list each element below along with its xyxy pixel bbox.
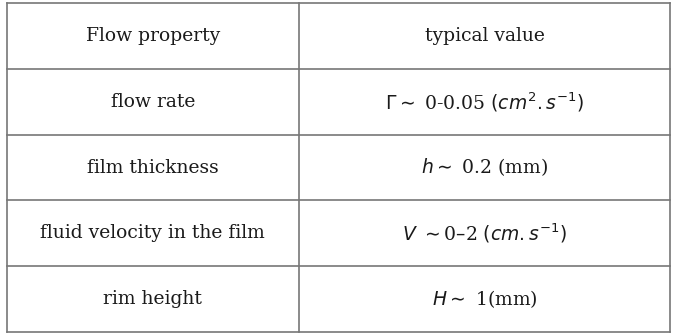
Text: fluid velocity in the film: fluid velocity in the film — [41, 224, 265, 242]
Text: typical value: typical value — [424, 27, 544, 45]
Text: film thickness: film thickness — [87, 158, 219, 177]
Text: Flow property: Flow property — [85, 27, 220, 45]
Text: flow rate: flow rate — [110, 93, 195, 111]
Text: $V$ $\sim$0–2 $(cm.s^{-1})$: $V$ $\sim$0–2 $(cm.s^{-1})$ — [402, 221, 567, 245]
Text: $\Gamma \sim$ 0-0.05 $(cm^2.s^{-1})$: $\Gamma \sim$ 0-0.05 $(cm^2.s^{-1})$ — [385, 90, 584, 114]
Text: $H \sim$ 1(mm): $H \sim$ 1(mm) — [431, 288, 538, 310]
Text: rim height: rim height — [104, 290, 202, 308]
Text: $h \sim$ 0.2 (mm): $h \sim$ 0.2 (mm) — [421, 156, 548, 179]
